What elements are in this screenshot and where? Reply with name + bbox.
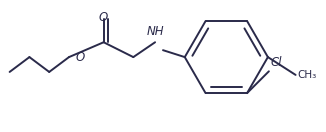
Text: O: O <box>99 11 108 24</box>
Text: Cl: Cl <box>271 56 282 69</box>
Text: NH: NH <box>146 25 164 38</box>
Text: CH₃: CH₃ <box>298 70 317 80</box>
Text: O: O <box>76 51 85 64</box>
